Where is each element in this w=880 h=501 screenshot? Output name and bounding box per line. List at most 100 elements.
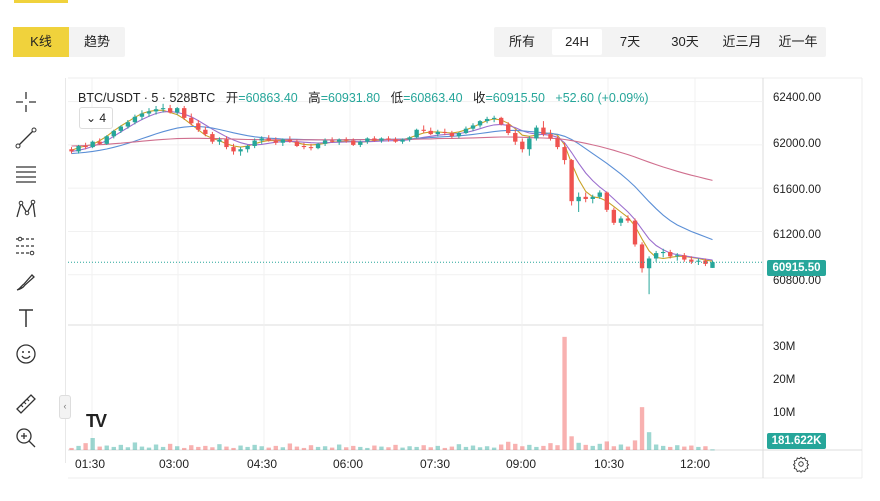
volume-bar: [442, 447, 448, 450]
candle-body: [562, 147, 567, 161]
toolbar-collapse-handle[interactable]: ‹: [59, 395, 71, 419]
volume-bar: [379, 446, 384, 450]
volume-bar: [639, 407, 645, 450]
candle-body: [393, 139, 398, 142]
volume-bar: [562, 336, 567, 450]
brush-icon: [16, 274, 35, 291]
candle-body: [351, 140, 356, 145]
chart-settings-button[interactable]: [792, 455, 810, 473]
candle-body: [210, 134, 215, 142]
candle-body: [400, 139, 405, 142]
candle-body: [273, 140, 278, 143]
candle-body: [153, 109, 159, 112]
range-tab-30d[interactable]: 30天: [671, 34, 699, 49]
volume-bar: [400, 447, 405, 450]
horizontal-lines-tool[interactable]: [12, 160, 40, 188]
fibonacci-icon: [16, 236, 36, 256]
volume-axis-label: 20M: [773, 374, 796, 386]
symbol-label: BTC/USDT · 5 · 528BTC: [78, 91, 216, 105]
candle-body: [379, 138, 384, 141]
range-tab-3m[interactable]: 近三月: [722, 34, 762, 49]
range-tab-24h[interactable]: 24H: [552, 29, 602, 55]
volume-bar: [527, 444, 532, 450]
candle-body: [456, 133, 462, 137]
candle-body: [315, 143, 321, 149]
trendline-tool[interactable]: [12, 124, 40, 152]
volume-bar: [484, 446, 490, 450]
volume-bar: [76, 445, 81, 450]
volume-bar: [196, 446, 201, 450]
candle-body: [266, 138, 271, 141]
time-axis-label: 03:00: [159, 457, 190, 471]
range-tab-all[interactable]: 所有: [508, 34, 535, 49]
volume-bar: [273, 445, 278, 450]
close-label: 收: [472, 91, 486, 105]
candle-body: [632, 220, 638, 245]
volume-bar: [245, 446, 250, 450]
candle-body: [217, 139, 222, 142]
volume-bar: [365, 447, 370, 450]
volume-bar: [238, 445, 243, 450]
volume-bar: [498, 444, 504, 450]
price-axis-label: 60800.00: [773, 275, 821, 287]
candle-body: [344, 139, 349, 141]
moving-average-line: [71, 109, 713, 262]
volume-bar: [506, 441, 511, 450]
volume-bar: [675, 445, 680, 450]
candle-body: [407, 137, 412, 140]
crosshair-tool[interactable]: [12, 88, 40, 116]
price-axis-label: 62000.00: [773, 138, 821, 150]
candle-body: [182, 108, 187, 118]
volume-bar: [287, 443, 293, 450]
candle-body: [104, 136, 109, 144]
fibonacci-tool[interactable]: [12, 232, 40, 260]
candle-body: [682, 255, 687, 260]
high-label: 高: [308, 91, 321, 105]
candle-body: [653, 253, 659, 259]
candle-body: [541, 127, 546, 135]
zoom-in-tool[interactable]: [12, 424, 40, 452]
volume-bar: [336, 444, 342, 450]
volume-bar: [174, 446, 180, 450]
brush-tool[interactable]: [12, 268, 40, 296]
volume-bar: [421, 445, 426, 450]
volume-bar: [210, 447, 215, 450]
range-tab-1y[interactable]: 近一年: [778, 34, 818, 49]
candle-body: [477, 121, 483, 126]
volume-bar: [632, 440, 638, 450]
indicators-toggle[interactable]: ⌄ 4: [79, 107, 114, 129]
volume-bar: [555, 445, 560, 450]
text-tool[interactable]: [12, 304, 40, 332]
high-value: =60931.80: [320, 91, 381, 105]
candle-body: [224, 139, 229, 148]
volume-bar: [358, 446, 363, 450]
volume-bar: [217, 444, 222, 450]
volume-bar: [111, 446, 116, 450]
drawing-toolbar: [13, 78, 66, 463]
emoji-tool[interactable]: [12, 340, 40, 368]
candle-body: [139, 113, 145, 117]
candle-body: [576, 196, 581, 202]
horizontal-lines-icon: [16, 166, 36, 183]
time-axis-label: 06:00: [333, 457, 364, 471]
tab-trend[interactable]: 趋势: [83, 34, 110, 49]
volume-bar: [132, 442, 138, 450]
candle-body: [336, 139, 342, 142]
volume-bar: [668, 446, 673, 450]
volume-bar: [611, 446, 617, 450]
pattern-tool[interactable]: [12, 196, 40, 224]
volume-bar: [513, 443, 518, 450]
ruler-tool[interactable]: [12, 390, 40, 418]
candle-body: [365, 138, 370, 142]
gear-icon: [792, 456, 810, 473]
tab-kline[interactable]: K线: [13, 27, 69, 57]
candle-body: [386, 138, 391, 140]
candle-body: [372, 138, 377, 141]
candle-body: [435, 131, 440, 135]
range-tab-7d[interactable]: 7天: [619, 34, 641, 49]
volume-bar: [280, 447, 286, 450]
candle-body: [463, 128, 469, 134]
volume-axis-label: 10M: [773, 407, 796, 419]
candle-body: [252, 140, 257, 146]
